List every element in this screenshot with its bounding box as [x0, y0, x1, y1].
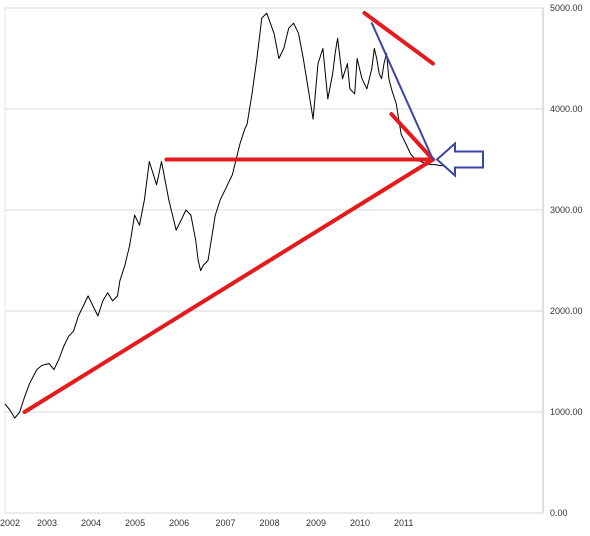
x-tick-label: 2009	[306, 518, 326, 528]
y-tick-label: 0.00	[550, 508, 568, 518]
x-tick-label: 2005	[125, 518, 145, 528]
x-tick-label: 2006	[169, 518, 189, 528]
x-tick-label: 2007	[216, 518, 236, 528]
x-tick-label: 2002	[0, 518, 20, 528]
y-tick-label: 4000.00	[550, 104, 583, 114]
annotations-layer	[22, 11, 484, 414]
pointer-arrow	[435, 141, 484, 178]
x-axis-ticks: 2002 2003 2004 2005 2006 2007 2008 2009 2010 2011	[0, 518, 413, 528]
y-tick-label: 3000.00	[550, 205, 583, 215]
x-tick-label: 2008	[260, 518, 280, 528]
trendline	[22, 157, 435, 414]
grid	[4, 7, 544, 514]
x-tick-label: 2011	[394, 518, 413, 528]
y-tick-label: 1000.00	[550, 407, 583, 417]
y-tick-label: 2000.00	[550, 306, 583, 316]
trendline	[362, 11, 435, 66]
y-tick-label: 5000.00	[550, 3, 583, 13]
y-axis-ticks: 0.00 1000.00 2000.00 3000.00 4000.00 5000.00	[550, 3, 583, 518]
trendline	[389, 112, 435, 162]
x-tick-label: 2004	[81, 518, 101, 528]
x-tick-label: 2003	[37, 518, 57, 528]
trendline	[370, 22, 434, 161]
x-tick-label: 2010	[350, 518, 370, 528]
